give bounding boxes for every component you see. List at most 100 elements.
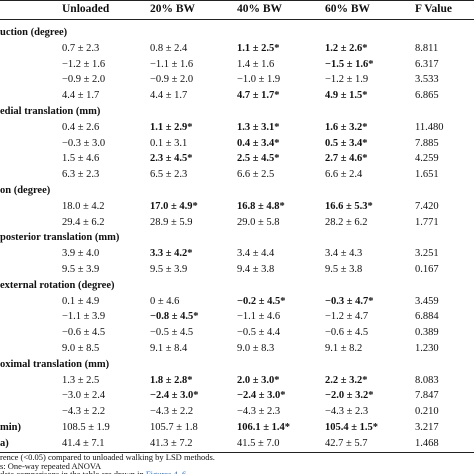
table-cell: 9.0 ± 8.5 <box>62 343 100 354</box>
table-cell: 3.9 ± 4.0 <box>62 248 100 260</box>
table-cell: −0.6 ± 4.5 <box>325 327 369 339</box>
table-cell: 7.885 <box>415 137 439 149</box>
table-cell: −3.0 ± 2.4 <box>62 390 106 402</box>
table-cell: 1.4 ± 1.6 <box>237 58 275 70</box>
table-cell: 2.2 ± 3.2* <box>325 374 368 386</box>
table-cell: 2.0 ± 3.0* <box>237 374 280 386</box>
table-cell: 6.6 ± 2.4 <box>325 169 363 181</box>
table-cell: 7.847 <box>415 390 439 402</box>
table-cell: 3.251 <box>415 248 439 260</box>
table-cell: 9.0 ± 8.3 <box>237 343 275 354</box>
table-cell: 3.4 ± 4.4 <box>237 248 275 260</box>
table-cell: 16.8 ± 4.8* <box>237 200 285 212</box>
table-cell: 17.0 ± 4.9* <box>150 200 198 212</box>
footnote-link[interactable]: Figures 4–6 <box>145 469 187 474</box>
table-cell: −0.9 ± 2.0 <box>150 74 194 86</box>
table-cell: 0.7 ± 2.3 <box>62 42 100 54</box>
footnote-text: rence (<0.05) compared to unloaded walki… <box>0 452 215 462</box>
table-cell: 0.210 <box>415 406 439 418</box>
table-cell: −0.8 ± 4.5* <box>150 311 199 323</box>
table-cell: 7.420 <box>415 200 439 212</box>
table-cell: −4.3 ± 2.3 <box>325 406 369 418</box>
footnote-text: . <box>186 469 189 474</box>
table-cell: 4.7 ± 1.7* <box>237 90 280 102</box>
column-header: Unloaded <box>62 3 110 15</box>
table-cell: 1.2 ± 2.6* <box>325 42 368 54</box>
table-cell: 108.5 ± 1.9 <box>62 422 110 433</box>
table-cell: −1.2 ± 1.9 <box>325 74 369 86</box>
table-cell: 4.4 ± 1.7 <box>150 90 188 102</box>
table-cell: 1.651 <box>415 169 439 181</box>
table-cell: −1.1 ± 1.6 <box>150 58 194 70</box>
table-cell: 4.4 ± 1.7 <box>62 90 100 102</box>
table-cell: 9.5 ± 3.8 <box>325 264 363 275</box>
table-cell: −1.2 ± 4.7 <box>325 311 369 323</box>
table-cell: 105.7 ± 1.8 <box>150 422 198 433</box>
section-title: on (degree) <box>0 185 51 196</box>
table-cell: −2.0 ± 3.2* <box>325 390 374 402</box>
table-cell: 28.2 ± 6.2 <box>325 216 368 228</box>
table-cell: 8.083 <box>415 374 439 386</box>
table-cell: 6.5 ± 2.3 <box>150 169 188 181</box>
table-cell: 28.9 ± 5.9 <box>150 216 193 228</box>
table-cell: 1.771 <box>415 216 439 228</box>
table-cell: 3.217 <box>415 422 439 433</box>
table-cell: 4.259 <box>415 153 439 165</box>
footnote: data comparisons in the table are drawn … <box>0 469 188 474</box>
column-header: F Value <box>415 3 452 15</box>
table-cell: 41.4 ± 7.1 <box>62 437 105 449</box>
table-cell: 0.167 <box>415 264 439 275</box>
table-cell: 0 ± 4.6 <box>150 295 180 307</box>
table-cell: 0.4 ± 3.4* <box>237 137 280 149</box>
section-title: external rotation (degree) <box>0 279 115 291</box>
table-cell: 3.4 ± 4.3 <box>325 248 363 260</box>
table-cell: 3.533 <box>415 74 439 86</box>
table-cell: 1.5 ± 4.6 <box>62 153 100 165</box>
top-rule <box>0 0 474 1</box>
table-cell: 41.3 ± 7.2 <box>150 437 193 449</box>
table-cell: −1.5 ± 1.6* <box>325 58 374 70</box>
table-cell: −4.3 ± 2.3 <box>237 406 281 418</box>
table-cell: −0.9 ± 2.0 <box>62 74 106 86</box>
table-cell: −0.5 ± 4.4 <box>237 327 281 339</box>
table-cell: 0.5 ± 3.4* <box>325 137 368 149</box>
table-cell: 9.1 ± 8.2 <box>325 343 363 354</box>
table-cell: 1.3 ± 2.5 <box>62 374 100 386</box>
table-cell: 41.5 ± 7.0 <box>237 437 280 449</box>
table-cell: −0.6 ± 4.5 <box>62 327 106 339</box>
table-cell: 1.230 <box>415 343 439 354</box>
footnote-text: s: One-way repeated ANOVA <box>0 461 102 471</box>
table-cell: 1.3 ± 3.1* <box>237 121 280 133</box>
table-cell: 9.4 ± 3.8 <box>237 264 275 275</box>
table-cell: 9.5 ± 3.9 <box>62 264 100 275</box>
section-title: oximal translation (mm) <box>0 358 110 370</box>
footnote-text: data comparisons in the table are drawn … <box>0 469 146 474</box>
table-cell: 6.317 <box>415 58 439 70</box>
table-cell: 9.5 ± 3.9 <box>150 264 188 275</box>
table-cell: −2.4 ± 3.0* <box>150 390 199 402</box>
table-cell: 3.3 ± 4.2* <box>150 248 193 260</box>
footnote: s: One-way repeated ANOVA <box>0 461 101 471</box>
table-cell: 11.480 <box>415 121 444 133</box>
row-label: a) <box>0 437 9 449</box>
header-rule <box>0 19 474 20</box>
bottom-rule <box>0 452 474 453</box>
section-title: uction (degree) <box>0 27 68 38</box>
table-cell: −4.3 ± 2.2 <box>62 406 106 418</box>
column-header: 60% BW <box>325 3 371 15</box>
table-cell: 0.1 ± 4.9 <box>62 295 100 307</box>
table-cell: 1.1 ± 2.5* <box>237 42 280 54</box>
table-cell: 0.389 <box>415 327 439 339</box>
table-cell: 105.4 ± 1.5* <box>325 422 379 433</box>
table-cell: 1.8 ± 2.8* <box>150 374 193 386</box>
table-cell: 2.5 ± 4.5* <box>237 153 280 165</box>
table-cell: 8.811 <box>415 42 439 54</box>
table-cell: 18.0 ± 4.2 <box>62 200 105 212</box>
table-cell: 0.8 ± 2.4 <box>150 42 188 54</box>
table-cell: 2.7 ± 4.6* <box>325 153 368 165</box>
column-header: 40% BW <box>237 3 283 15</box>
table-cell: 42.7 ± 5.7 <box>325 437 368 449</box>
table-cell: −0.5 ± 4.5 <box>150 327 194 339</box>
table-cell: −1.2 ± 1.6 <box>62 58 106 70</box>
